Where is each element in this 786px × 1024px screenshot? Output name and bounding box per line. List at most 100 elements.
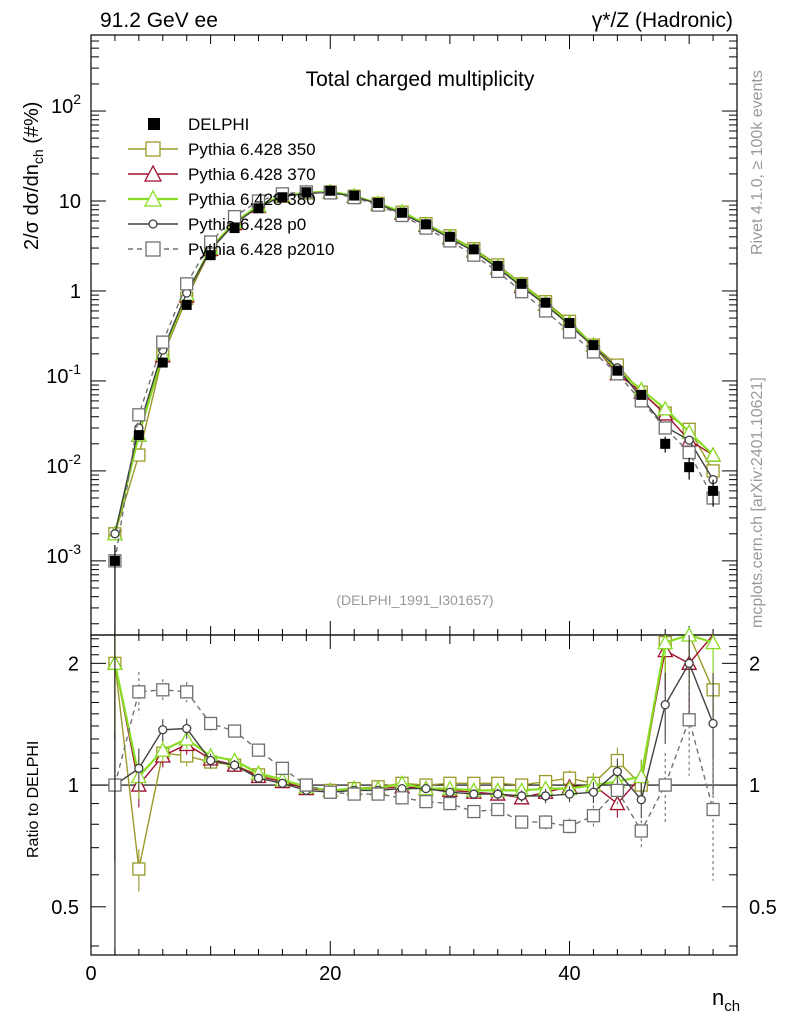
ratio-point (708, 718, 718, 729)
delphi-point (636, 389, 647, 400)
series-point (684, 435, 694, 445)
ratio-point (588, 787, 599, 797)
ratio-point (132, 685, 146, 699)
ratio-point (277, 778, 288, 788)
ratio-point (634, 824, 648, 838)
y-axis-label-text: 2/σ dσ/dnch (#%) (21, 102, 46, 250)
series-point (110, 529, 120, 539)
ratio-point (538, 815, 553, 829)
series-delphi (109, 185, 719, 635)
ratio-point (660, 700, 670, 710)
ratio-point (158, 725, 168, 735)
ratio-tick-label-left: 2 (68, 653, 79, 675)
legend-label: Pythia 6.428 p2010 (188, 240, 335, 259)
delphi-point (588, 340, 599, 351)
ratio-y-axis-label: Ratio to DELPHI (25, 741, 42, 858)
series-point (156, 335, 170, 349)
ratio-line (114, 661, 714, 802)
legend-marker (143, 189, 163, 207)
legend-item-delphi: DELPHI (148, 115, 249, 134)
ratio-point (251, 743, 266, 757)
y-tick-label: 10-3 (46, 541, 81, 568)
ratio-point (227, 724, 242, 738)
ratio-point (203, 716, 218, 731)
delphi-point (660, 438, 671, 449)
legend-item: Pythia 6.428 p0 (128, 215, 306, 234)
legend-marker (145, 241, 161, 257)
legend-item: Pythia 6.428 p2010 (128, 240, 335, 259)
legend-item: Pythia 6.428 380 (128, 189, 316, 209)
ratio-point (562, 819, 577, 834)
ratio-point (682, 713, 696, 727)
ratio-point (515, 815, 529, 829)
delphi-point (612, 365, 623, 376)
delphi-point (253, 203, 264, 214)
ratio-series-pythia-6-428-350 (108, 634, 720, 892)
series-pythia-6-428-380 (106, 183, 722, 541)
x-axis-label: nch (712, 985, 740, 1015)
ratio-tick-label-left: 0.5 (51, 897, 79, 919)
ratio-point (253, 773, 264, 783)
ratio-point (657, 634, 674, 650)
series-point (227, 209, 242, 224)
ratio-point (154, 741, 171, 757)
x-tick-label: 40 (558, 963, 580, 985)
ratio-point (540, 791, 551, 801)
series-pythia-6-428-370 (106, 183, 722, 541)
legend-label: Pythia 6.428 370 (188, 165, 316, 184)
ratio-tick-label-left: 1 (68, 775, 79, 797)
series-point (132, 408, 146, 422)
legend-item: Pythia 6.428 370 (128, 164, 316, 184)
header-process: γ*/Z (Hadronic) (592, 9, 733, 32)
x-axis-label-text: nch (712, 985, 740, 1015)
ratio-series-pythia-6-428-p2010 (108, 671, 720, 881)
ratio-point (347, 787, 361, 801)
series-point (682, 445, 696, 460)
ratio-point (517, 791, 527, 801)
ratio-tick-label-right: 0.5 (749, 897, 777, 919)
delphi-point (444, 231, 455, 242)
delphi-point (301, 187, 312, 198)
ratio-point (467, 804, 481, 819)
ratio-point (445, 787, 455, 797)
delphi-point (349, 190, 360, 201)
ratio-point (299, 778, 313, 792)
delphi-point (492, 260, 503, 271)
ratio-point (323, 785, 337, 799)
ratio-point (132, 862, 146, 876)
series-point (704, 446, 722, 462)
ratio-point (443, 796, 457, 811)
ratio-point (371, 787, 385, 801)
analysis-tag: (DELPHI_1991_I301657) (336, 592, 493, 608)
chart-title: Total charged multiplicity (306, 68, 535, 91)
ratio-point (704, 634, 722, 650)
legend-label: Pythia 6.428 350 (188, 140, 316, 159)
ratio-point (684, 658, 694, 668)
mcplots-url-label: mcplots.cern.ch [arXiv:2401.10621] (749, 377, 766, 628)
ratio-point (610, 783, 625, 798)
delphi-point (468, 244, 479, 255)
delphi-point (109, 555, 120, 566)
delphi-point (325, 185, 336, 196)
ratio-point (421, 783, 431, 794)
delphi-point (133, 430, 144, 441)
delphi-point (420, 219, 431, 230)
delphi-point (564, 318, 575, 329)
delphi-point (277, 192, 288, 203)
delphi-point (540, 297, 551, 308)
ratio-tick-label-right: 1 (749, 775, 760, 797)
rivet-version-label: Rivet 4.1.0, ≥ 100k events (749, 70, 766, 255)
ratio-point (636, 795, 646, 805)
y-tick-label: 10-1 (46, 361, 81, 388)
legend-marker (148, 219, 158, 229)
ratio-series-pythia-6-428-p0 (110, 635, 718, 861)
ratio-point (658, 778, 672, 792)
header-energy: 91.2 GeV ee (100, 9, 218, 32)
y-tick-label: 10-2 (46, 451, 81, 478)
ratio-point (586, 809, 601, 823)
x-tick-label: 0 (85, 963, 96, 985)
delphi-point (373, 198, 384, 209)
ratio-point (493, 789, 503, 799)
legend-marker (148, 118, 160, 130)
legend-label: Pythia 6.428 380 (188, 190, 316, 209)
